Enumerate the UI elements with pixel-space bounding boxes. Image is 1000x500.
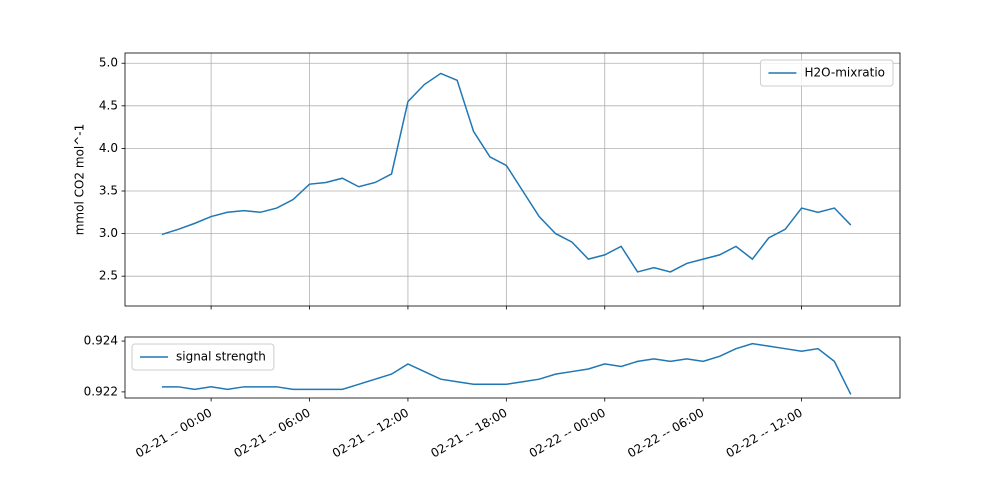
y-axis-label: mmol CO2 mol^-1 <box>73 124 87 236</box>
legend: H2O-mixratio <box>759 59 894 87</box>
x-tick-label: 02-21 -- 12:00 <box>330 406 411 461</box>
data-line <box>161 72 852 273</box>
legend-box <box>759 59 894 87</box>
y-tick-label: 3.0 <box>99 226 118 240</box>
x-tick-label: 02-22 -- 06:00 <box>625 406 706 461</box>
x-tick-label: 02-22 -- 00:00 <box>527 406 608 461</box>
axes-frame <box>124 336 901 399</box>
y-tick-label: 2.5 <box>99 269 118 283</box>
data-line <box>161 342 852 395</box>
x-tick-label: 02-21 -- 06:00 <box>232 406 313 461</box>
x-tick-label: 02-22 -- 12:00 <box>724 406 805 461</box>
y-tick-label: 0.924 <box>84 334 118 348</box>
x-tick-label: 02-21 -- 00:00 <box>133 406 214 461</box>
y-tick-label: 4.0 <box>99 141 118 155</box>
y-tick-label: 4.5 <box>99 98 118 112</box>
y-tick-label: 3.5 <box>99 184 118 198</box>
legend-label: H2O-mixratio <box>804 66 885 80</box>
y-tick-label: 0.922 <box>84 384 118 398</box>
legend: signal strength <box>131 343 275 371</box>
axes-frame <box>124 52 901 307</box>
x-tick-label: 02-21 -- 18:00 <box>428 406 509 461</box>
legend-label: signal strength <box>176 350 266 364</box>
y-tick-label: 5.0 <box>99 56 118 70</box>
legend-box <box>131 343 275 371</box>
